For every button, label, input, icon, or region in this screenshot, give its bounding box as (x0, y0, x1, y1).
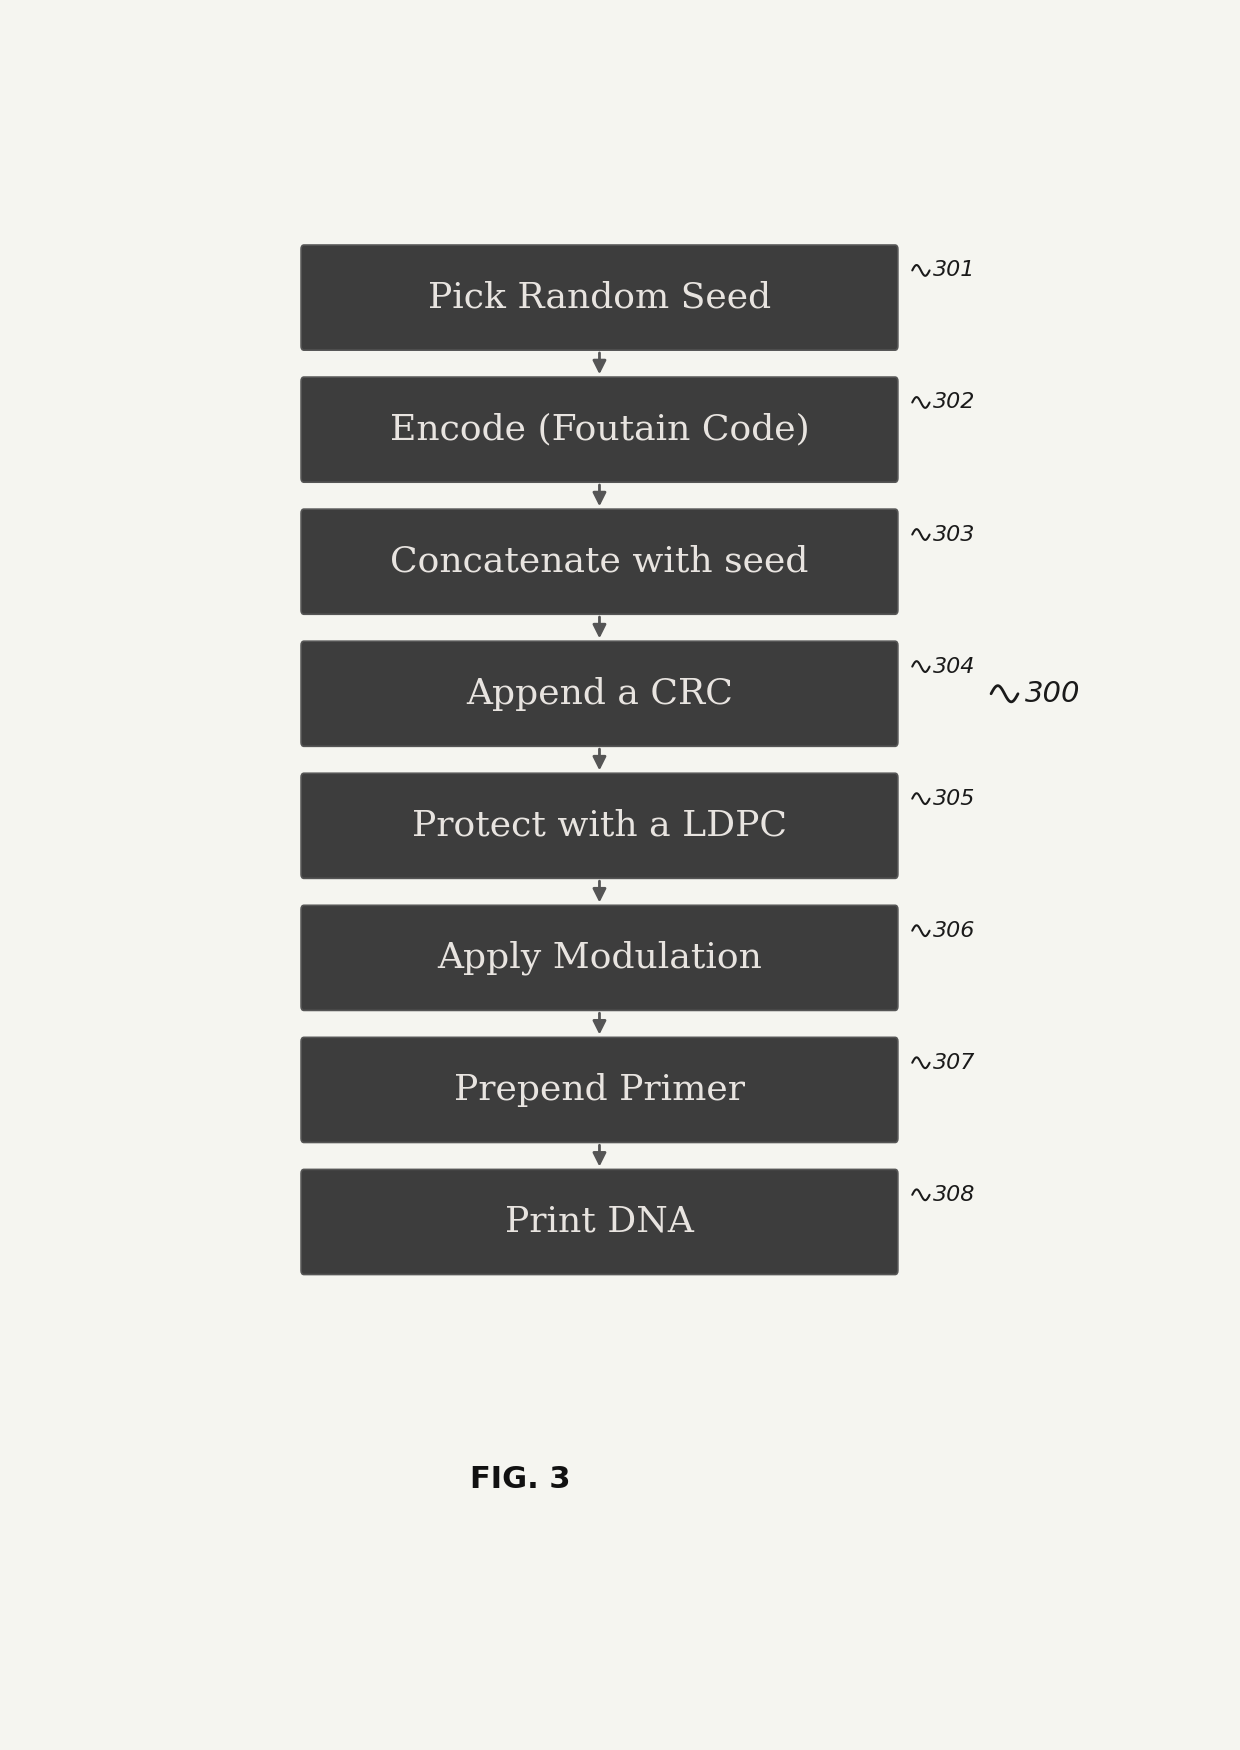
FancyBboxPatch shape (301, 640, 898, 746)
FancyBboxPatch shape (301, 245, 898, 350)
Text: Pick Random Seed: Pick Random Seed (428, 280, 771, 315)
Text: 302: 302 (934, 392, 976, 413)
FancyBboxPatch shape (301, 509, 898, 614)
Text: FIG. 3: FIG. 3 (470, 1465, 570, 1494)
FancyBboxPatch shape (301, 1038, 898, 1143)
Text: 306: 306 (934, 920, 976, 942)
Text: 303: 303 (934, 525, 976, 544)
Text: 300: 300 (1024, 679, 1080, 707)
Text: Print DNA: Print DNA (505, 1206, 694, 1239)
FancyBboxPatch shape (301, 376, 898, 483)
Text: 304: 304 (934, 656, 976, 677)
Text: Concatenate with seed: Concatenate with seed (391, 544, 808, 579)
Text: Protect with a LDPC: Protect with a LDPC (412, 808, 787, 843)
Text: Append a CRC: Append a CRC (466, 677, 733, 710)
FancyBboxPatch shape (301, 905, 898, 1010)
Text: Apply Modulation: Apply Modulation (436, 940, 761, 975)
FancyBboxPatch shape (301, 774, 898, 878)
FancyBboxPatch shape (301, 1169, 898, 1274)
Text: 308: 308 (934, 1185, 976, 1204)
Text: Encode (Foutain Code): Encode (Foutain Code) (389, 413, 810, 446)
Text: 305: 305 (934, 789, 976, 808)
Text: 307: 307 (934, 1054, 976, 1073)
Text: 301: 301 (934, 261, 976, 280)
Text: Prepend Primer: Prepend Primer (454, 1073, 745, 1108)
